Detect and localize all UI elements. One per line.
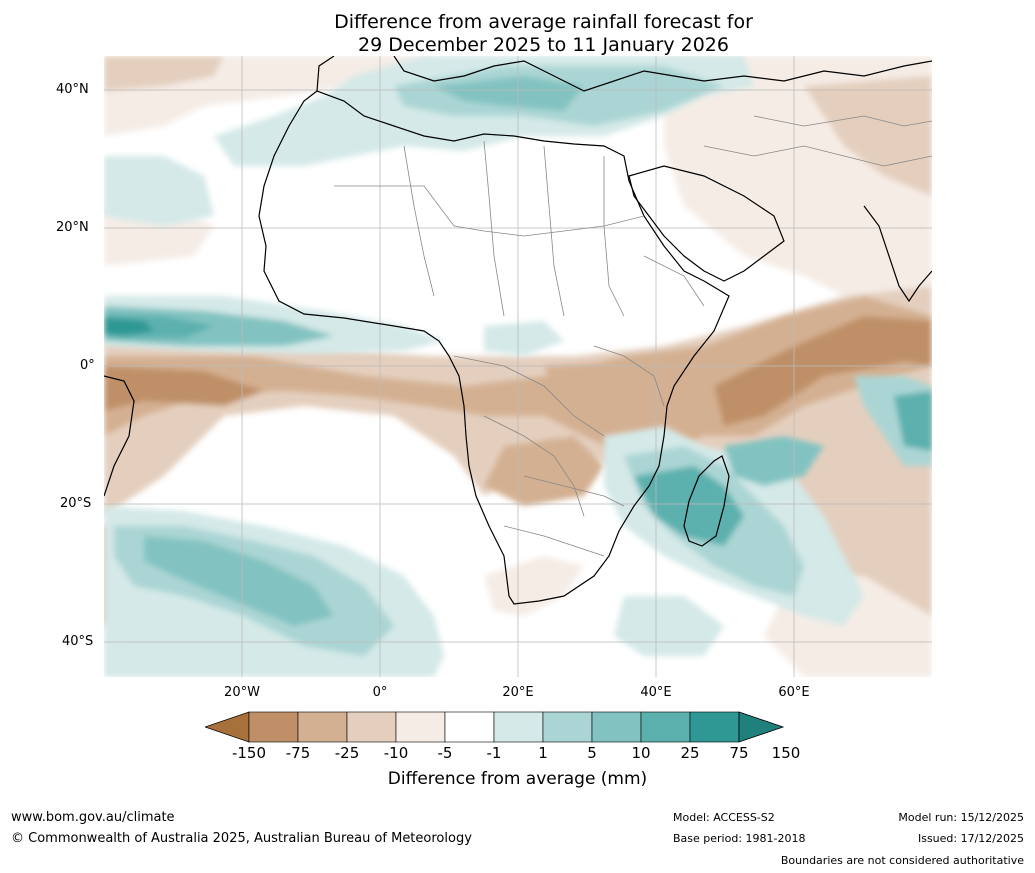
colorbar-arrow-high xyxy=(738,711,785,743)
colorbar-tick: 25 xyxy=(680,744,700,762)
lon-label-60e: 60°E xyxy=(778,685,810,700)
rainfall-difference-map xyxy=(104,56,932,677)
lon-label-0: 0° xyxy=(372,685,388,700)
arabia-coastline xyxy=(628,165,785,282)
model-run-date: Model run: 15/12/2025 xyxy=(898,811,1024,824)
colorbar-tick: 75 xyxy=(729,744,749,762)
lon-label-40e: 40°E xyxy=(640,685,672,700)
colorbar-segment xyxy=(395,711,446,743)
colorbar-segment xyxy=(591,711,642,743)
colorbar-segment xyxy=(542,711,593,743)
colorbar-segment xyxy=(248,711,299,743)
lon-label-20e: 20°E xyxy=(502,685,534,700)
country-borders xyxy=(334,115,932,557)
copyright-text: © Commonwealth of Australia 2025, Austra… xyxy=(11,831,472,846)
colorbar-tick: -150 xyxy=(231,744,267,762)
madagascar-coastline xyxy=(683,455,730,547)
colorbar-segment xyxy=(689,711,740,743)
colorbar-label: Difference from average (mm) xyxy=(387,769,648,789)
colorbar-segment xyxy=(297,711,348,743)
colorbar-tick: -5 xyxy=(437,744,453,762)
colorbar-tick: -75 xyxy=(285,744,311,762)
colorbar-tick: -10 xyxy=(383,744,409,762)
lat-label-0: 0° xyxy=(80,358,95,373)
colorbar-segment xyxy=(493,711,544,743)
colorbar-segment xyxy=(346,711,397,743)
base-period: Base period: 1981-2018 xyxy=(673,832,806,845)
website-link[interactable]: www.bom.gov.au/climate xyxy=(11,810,175,825)
lat-label-40s: 40°S xyxy=(62,634,94,649)
map-title-line2: 29 December 2025 to 11 January 2026 xyxy=(358,34,729,56)
colorbar xyxy=(205,711,785,743)
coastlines xyxy=(104,56,932,605)
map-title-line1: Difference from average rainfall forecas… xyxy=(334,11,753,33)
colorbar-tick: 1 xyxy=(538,744,548,762)
europe-coastline xyxy=(316,56,932,92)
lon-label-20w: 20°W xyxy=(224,685,260,700)
india-coastline xyxy=(863,205,932,303)
model-name: Model: ACCESS-S2 xyxy=(673,811,775,824)
lat-label-20n: 20°N xyxy=(56,220,89,235)
south-america-coastline xyxy=(104,375,135,497)
colorbar-arrow-low xyxy=(205,711,250,743)
lat-label-20s: 20°S xyxy=(60,496,92,511)
colorbar-tick: 5 xyxy=(587,744,597,762)
wetter-regions xyxy=(104,56,932,677)
colorbar-tick: -25 xyxy=(334,744,360,762)
colorbar-tick: 150 xyxy=(771,744,801,762)
colorbar-segment xyxy=(444,711,495,743)
boundaries-disclaimer: Boundaries are not considered authoritat… xyxy=(780,854,1024,867)
issued-date: Issued: 17/12/2025 xyxy=(917,832,1024,845)
gridlines xyxy=(104,56,932,677)
africa-coastline xyxy=(258,90,730,605)
colorbar-segment xyxy=(640,711,691,743)
lat-label-40n: 40°N xyxy=(56,82,89,97)
colorbar-tick: 10 xyxy=(631,744,651,762)
colorbar-tick: -1 xyxy=(486,744,502,762)
